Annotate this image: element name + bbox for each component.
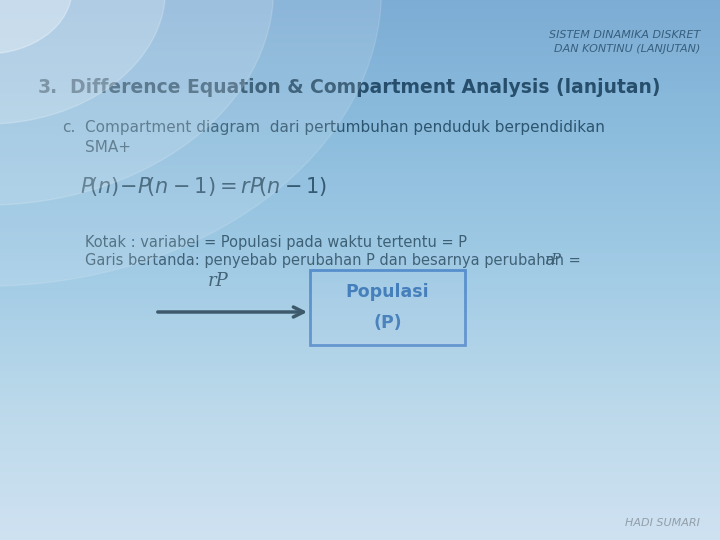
- Text: c.: c.: [62, 120, 76, 135]
- Circle shape: [0, 0, 166, 124]
- FancyBboxPatch shape: [310, 270, 465, 345]
- Text: Garis bertanda: penyebab perubahan P dan besarnya perubahan =: Garis bertanda: penyebab perubahan P dan…: [85, 253, 585, 268]
- Text: SISTEM DINAMIKA DISKRET: SISTEM DINAMIKA DISKRET: [549, 30, 700, 40]
- Circle shape: [0, 0, 72, 54]
- Text: SMA+: SMA+: [85, 140, 131, 155]
- Circle shape: [0, 0, 382, 286]
- Text: rP: rP: [207, 272, 228, 290]
- Text: rP: rP: [545, 253, 562, 267]
- Text: Difference Equation & Compartment Analysis (lanjutan): Difference Equation & Compartment Analys…: [70, 78, 660, 97]
- Text: Kotak : variabel = Populasi pada waktu tertentu = P: Kotak : variabel = Populasi pada waktu t…: [85, 235, 467, 250]
- FancyArrowPatch shape: [158, 307, 303, 317]
- Text: HADI SUMARI: HADI SUMARI: [625, 518, 700, 528]
- Text: 3.: 3.: [38, 78, 58, 97]
- Text: (P): (P): [373, 314, 402, 332]
- Text: DAN KONTINU (LANJUTAN): DAN KONTINU (LANJUTAN): [554, 44, 700, 54]
- Text: Populasi: Populasi: [346, 283, 429, 301]
- Circle shape: [0, 0, 274, 205]
- Text: $P\!\left(n\right)\!-\!P\!\left(n-1\right)=rP\!\left(n-1\right)$: $P\!\left(n\right)\!-\!P\!\left(n-1\righ…: [80, 175, 327, 198]
- Text: Compartment diagram  dari pertumbuhan penduduk berpendidikan: Compartment diagram dari pertumbuhan pen…: [85, 120, 605, 135]
